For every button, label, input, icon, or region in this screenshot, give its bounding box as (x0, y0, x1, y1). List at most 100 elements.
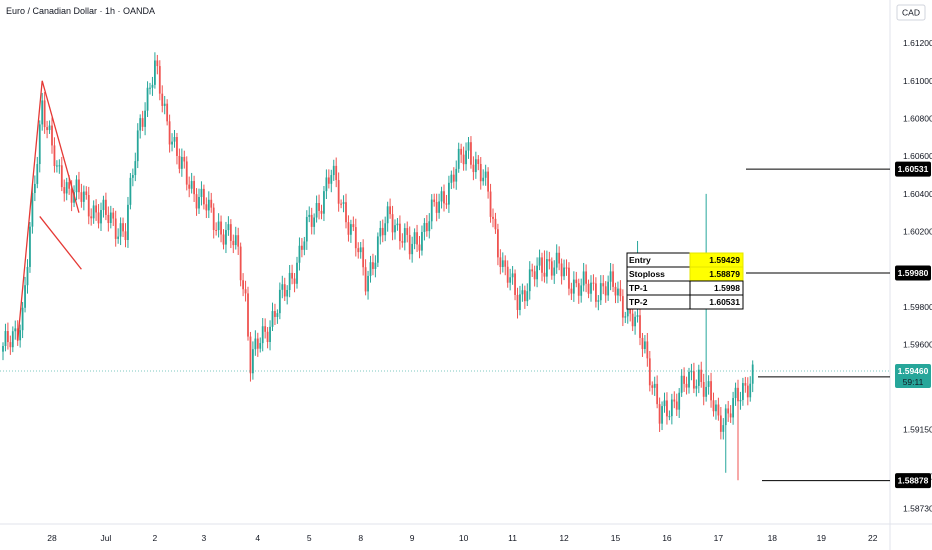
candle-body (462, 154, 465, 165)
pattern-line[interactable] (41, 80, 80, 213)
candle-body (550, 261, 553, 276)
x-tick-label: 22 (868, 533, 878, 543)
candle-body (136, 130, 139, 162)
candle-body (198, 196, 200, 209)
candle-body (266, 331, 269, 342)
candle-body (423, 222, 426, 232)
level-price-label: 1.60531 (898, 164, 929, 174)
candle-body (112, 212, 115, 219)
candle-body (354, 227, 357, 249)
level-price-tag (895, 473, 931, 489)
candle-body (521, 290, 524, 295)
candle-body (651, 385, 654, 388)
candle-body (472, 164, 475, 173)
candle-body (477, 159, 480, 164)
candle-body (70, 188, 73, 203)
candle-body (624, 316, 627, 318)
candle-body (80, 192, 83, 202)
candle-body (724, 408, 727, 426)
candle-body (465, 150, 467, 165)
candle-body (470, 142, 472, 165)
candle-body (362, 247, 365, 268)
candle-body (582, 271, 585, 286)
candle-body (712, 400, 715, 412)
candle-body (271, 311, 274, 327)
candle-body (107, 214, 110, 224)
y-tick-label: 1.60200 (903, 227, 932, 237)
candle-body (65, 182, 68, 194)
candle-body (166, 103, 169, 122)
table-row-value: 1.59429 (709, 255, 740, 265)
candle-body (296, 262, 298, 284)
candle-body (621, 296, 624, 318)
candle-body (499, 257, 502, 267)
candle-body (51, 125, 53, 146)
x-tick-label: 9 (410, 533, 415, 543)
candle-body (217, 221, 220, 231)
candle-body (31, 193, 34, 227)
candle-body (742, 383, 744, 400)
y-tick-label: 1.60600 (903, 151, 932, 161)
candle-body (129, 177, 132, 205)
candle-body (364, 267, 367, 292)
candle-body (173, 137, 176, 142)
candle-body (254, 338, 257, 350)
candle-body (553, 267, 556, 276)
candle-body (705, 386, 708, 397)
candle-body (220, 221, 222, 235)
candle-body (345, 202, 347, 223)
candle-body (497, 229, 499, 258)
candle-body (737, 387, 739, 402)
candle-body (403, 228, 406, 243)
candle-body (479, 163, 482, 182)
candle-body (357, 248, 360, 253)
candle-body (406, 228, 409, 235)
candle-body (134, 161, 137, 176)
candle-body (543, 272, 546, 277)
candle-body (210, 199, 213, 208)
candle-body (693, 371, 695, 389)
candle-body (379, 227, 382, 237)
candle-body (749, 383, 752, 398)
candle-body (4, 331, 7, 347)
candle-body (440, 191, 443, 202)
candle-body (303, 241, 306, 250)
candle-body (264, 326, 267, 332)
candle-body (585, 271, 587, 284)
candle-body (653, 383, 656, 388)
current-price-tag (895, 364, 931, 388)
candle-body (141, 118, 144, 127)
candle-body (460, 148, 463, 155)
candle-body (538, 257, 541, 266)
currency-box[interactable] (896, 4, 926, 21)
candle-body (163, 103, 166, 106)
candle-body (548, 259, 551, 262)
candle-body (278, 289, 281, 314)
candle-body (313, 217, 316, 227)
candle-body (644, 341, 646, 349)
table-row-label: TP-2 (629, 297, 648, 307)
candle-body (702, 381, 705, 397)
candle-body (528, 269, 531, 292)
candle-body (92, 205, 95, 219)
pattern-line[interactable] (17, 80, 43, 341)
candle-body (572, 279, 575, 294)
candle-body (435, 202, 438, 213)
candle-body (190, 181, 193, 189)
candle-body (19, 330, 22, 341)
candle-body (139, 118, 142, 131)
candle-body (688, 371, 690, 388)
candle-body (675, 401, 678, 410)
candle-body (555, 252, 558, 268)
candle-body (146, 87, 149, 111)
candle-body (48, 125, 51, 131)
candle-body (634, 316, 636, 327)
candle-body (577, 283, 580, 296)
candle-body (7, 331, 9, 343)
pattern-line[interactable] (39, 216, 82, 270)
candle-body (242, 280, 244, 290)
candle-body (614, 286, 617, 296)
candle-body (391, 214, 394, 233)
x-tick-label: 12 (559, 533, 569, 543)
